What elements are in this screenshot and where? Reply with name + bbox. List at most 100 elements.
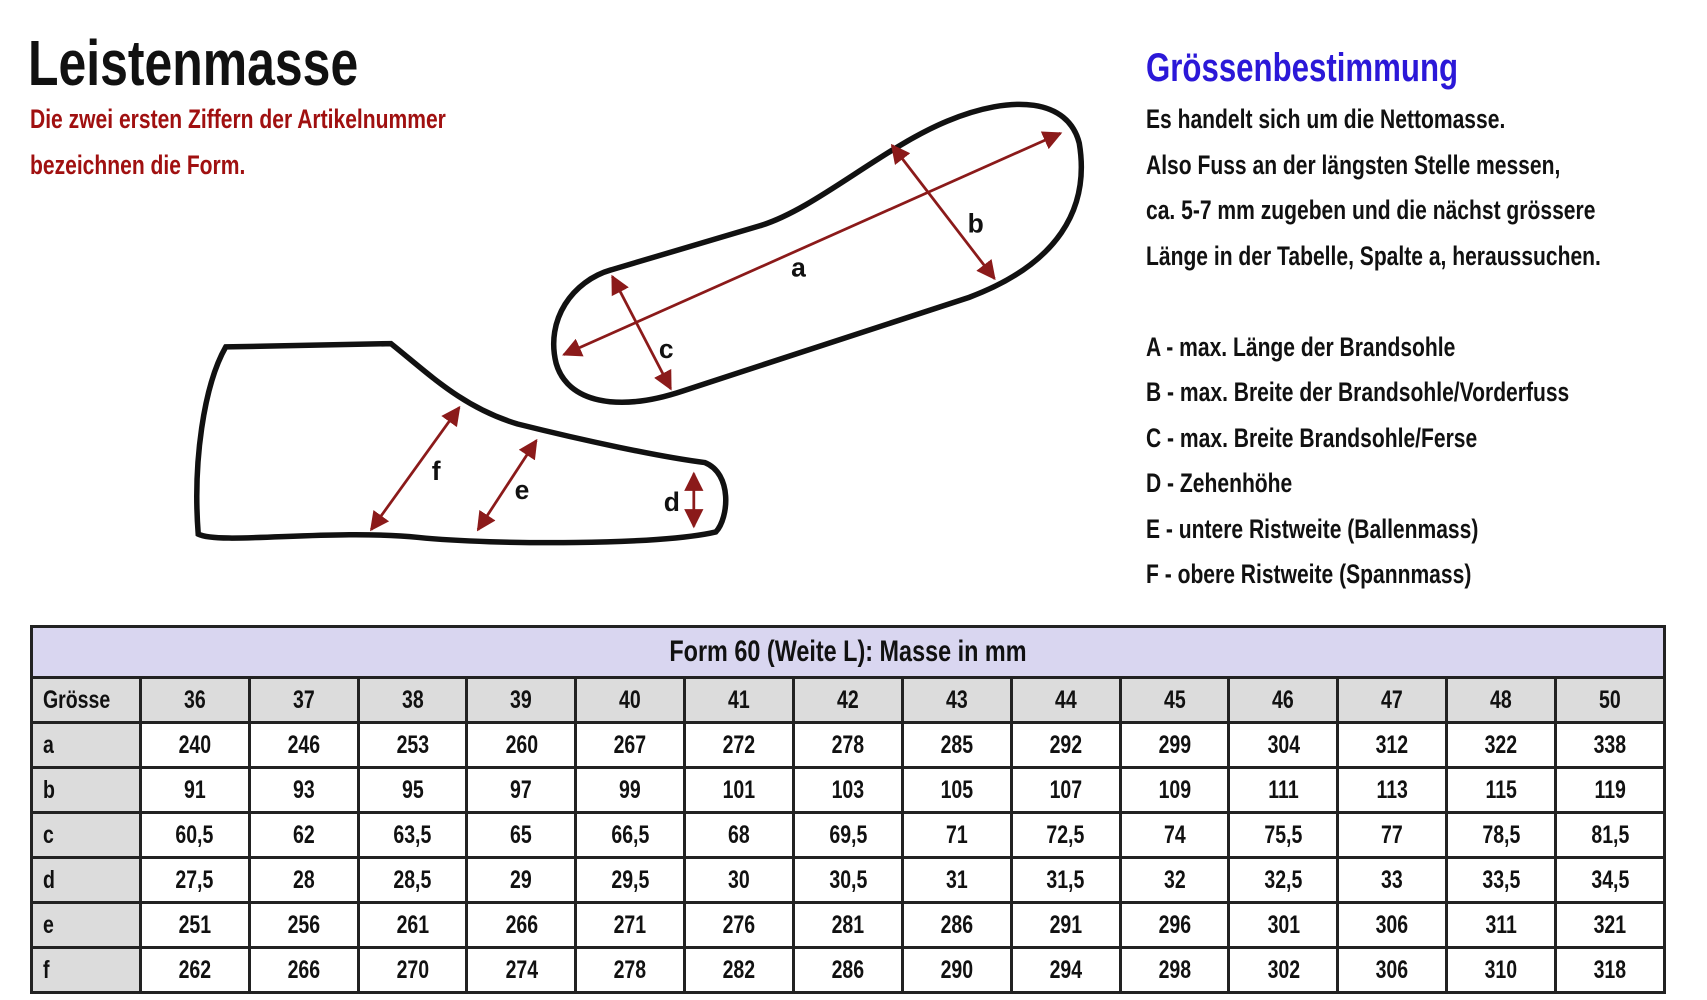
value-cell: 31,5 bbox=[1009, 856, 1122, 904]
value-cell-text: 101 bbox=[722, 775, 756, 804]
value-cell: 298 bbox=[1118, 946, 1231, 994]
value-cell-text: 27,5 bbox=[175, 865, 214, 894]
value-cell: 75,5 bbox=[1227, 811, 1340, 859]
value-cell: 278 bbox=[574, 946, 687, 994]
value-cell-text: 262 bbox=[178, 955, 212, 984]
value-cell-text: 30,5 bbox=[828, 865, 867, 894]
value-cell-text: 318 bbox=[1593, 955, 1627, 984]
value-cell: 240 bbox=[138, 721, 251, 769]
value-cell: 286 bbox=[792, 946, 904, 994]
value-cell: 32 bbox=[1118, 856, 1231, 904]
legend-line: F - obere Ristweite (Spannmass) bbox=[1146, 559, 1563, 590]
value-cell: 311 bbox=[1445, 901, 1558, 949]
value-cell: 68 bbox=[683, 811, 796, 859]
table-row: c 60,5 62 63,5 65 66,5 68 69,5 71 72,5 74 75,5 77 78,… bbox=[30, 811, 1666, 859]
value-cell-text: 29,5 bbox=[611, 865, 650, 894]
size-header-text: 46 bbox=[1272, 685, 1295, 714]
value-cell: 28 bbox=[247, 856, 360, 904]
size-header-text: 50 bbox=[1599, 685, 1621, 714]
value-cell: 33,5 bbox=[1445, 856, 1558, 904]
table-caption: Form 60 (Weite L): Masse in mm bbox=[30, 625, 1666, 679]
value-cell-text: 107 bbox=[1049, 775, 1082, 804]
size-header-text: 40 bbox=[619, 685, 642, 714]
value-cell-text: 109 bbox=[1158, 775, 1191, 804]
value-cell-text: 311 bbox=[1485, 910, 1517, 939]
value-cell: 72,5 bbox=[1009, 811, 1122, 859]
value-cell: 77 bbox=[1336, 811, 1449, 859]
value-cell-text: 77 bbox=[1381, 820, 1404, 849]
value-cell-text: 312 bbox=[1375, 730, 1409, 759]
value-cell-text: 63,5 bbox=[393, 820, 432, 849]
value-cell-text: 322 bbox=[1484, 730, 1518, 759]
value-cell-text: 282 bbox=[722, 955, 756, 984]
instruction-line: Also Fuss an der längsten Stelle messen, bbox=[1146, 150, 1677, 181]
value-cell-text: 72,5 bbox=[1046, 820, 1085, 849]
value-cell-text: 266 bbox=[505, 910, 538, 939]
arrow-f bbox=[370, 405, 461, 532]
value-cell-text: 304 bbox=[1267, 730, 1300, 759]
row-label-text: c bbox=[43, 820, 54, 849]
page-title: Leistenmasse bbox=[28, 26, 451, 100]
value-cell-text: 60,5 bbox=[175, 820, 214, 849]
label-d: d bbox=[664, 487, 680, 517]
value-cell-text: 34,5 bbox=[1591, 865, 1629, 894]
sizing-heading: Grössenbestimmung bbox=[1146, 46, 1546, 91]
value-cell: 301 bbox=[1227, 901, 1340, 949]
value-cell-text: 33,5 bbox=[1482, 865, 1521, 894]
last-side-outline bbox=[194, 340, 729, 546]
value-cell: 260 bbox=[465, 721, 578, 769]
arrow-e bbox=[476, 438, 538, 532]
legend-text: F - obere Ristweite (Spannmass) bbox=[1146, 559, 1472, 589]
value-cell: 282 bbox=[683, 946, 796, 994]
value-cell-text: 338 bbox=[1593, 730, 1627, 759]
value-cell-text: 266 bbox=[287, 955, 320, 984]
table-header-row: Grösse 36 37 38 39 40 41 42 43 44 45 46 47 48 50 bbox=[30, 676, 1666, 724]
size-header: 50 bbox=[1554, 676, 1666, 724]
value-cell-text: 240 bbox=[178, 730, 212, 759]
row-label: c bbox=[30, 811, 142, 859]
subtitle-line-2: bezeichnen die Form. bbox=[30, 150, 306, 181]
value-cell: 276 bbox=[683, 901, 796, 949]
row-label-text: a bbox=[43, 730, 54, 759]
value-cell: 34,5 bbox=[1554, 856, 1666, 904]
header-label-text: Grösse bbox=[43, 685, 111, 714]
row-label: e bbox=[30, 901, 142, 949]
value-cell: 274 bbox=[465, 946, 578, 994]
row-label-text: f bbox=[43, 955, 50, 984]
size-header-text: 48 bbox=[1490, 685, 1512, 714]
size-header: 38 bbox=[356, 676, 469, 724]
value-cell-text: 281 bbox=[831, 910, 865, 939]
value-cell: 306 bbox=[1336, 901, 1449, 949]
value-cell: 278 bbox=[792, 721, 904, 769]
table-row: d 27,5 28 28,5 29 29,5 30 30,5 31 31,5 32 32,5 33 33,… bbox=[30, 856, 1666, 904]
table-row: a 240 246 253 260 267 272 278 285 292 299 304 312 322… bbox=[30, 721, 1666, 769]
value-cell: 267 bbox=[574, 721, 687, 769]
value-cell: 81,5 bbox=[1554, 811, 1666, 859]
value-cell: 107 bbox=[1009, 766, 1122, 814]
value-cell-text: 29 bbox=[510, 865, 533, 894]
value-cell: 74 bbox=[1118, 811, 1231, 859]
value-cell: 299 bbox=[1118, 721, 1231, 769]
size-header: 45 bbox=[1118, 676, 1231, 724]
value-cell-text: 310 bbox=[1484, 955, 1518, 984]
size-header-text: 44 bbox=[1054, 685, 1077, 714]
size-header: 42 bbox=[792, 676, 904, 724]
value-cell: 71 bbox=[900, 811, 1013, 859]
value-cell-text: 278 bbox=[613, 955, 647, 984]
value-cell: 113 bbox=[1336, 766, 1449, 814]
value-cell-text: 30 bbox=[728, 865, 750, 894]
size-header-text: 38 bbox=[401, 685, 424, 714]
legend-text: B - max. Breite der Brandsohle/Vorderfus… bbox=[1146, 377, 1570, 407]
value-cell: 109 bbox=[1118, 766, 1231, 814]
value-cell-text: 251 bbox=[178, 910, 212, 939]
value-cell: 318 bbox=[1554, 946, 1666, 994]
label-b: b bbox=[968, 208, 984, 238]
value-cell: 65 bbox=[465, 811, 578, 859]
value-cell: 306 bbox=[1336, 946, 1449, 994]
value-cell-text: 278 bbox=[831, 730, 865, 759]
header-label: Grösse bbox=[30, 676, 142, 724]
value-cell-text: 31 bbox=[945, 865, 968, 894]
instruction-line: ca. 5-7 mm zugeben und die nächst grösse… bbox=[1146, 195, 1707, 226]
value-cell-text: 299 bbox=[1158, 730, 1191, 759]
value-cell-text: 306 bbox=[1375, 955, 1409, 984]
